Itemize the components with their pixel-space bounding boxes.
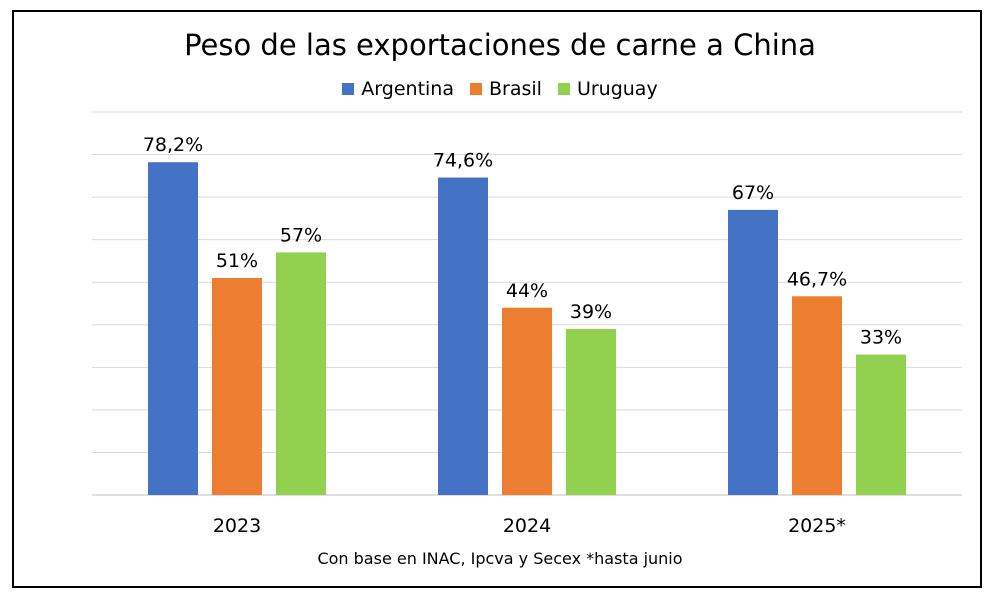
data-label-brasil-1: 44% [506,280,548,302]
legend-swatch-brasil [469,83,482,95]
bar-brasil-1 [502,307,552,495]
bar-argentina-1 [438,177,488,495]
legend-item-brasil: Brasil [469,78,542,100]
data-label-brasil-0: 51% [216,250,258,272]
data-label-uruguay-1: 39% [570,301,612,323]
legend-label-brasil: Brasil [488,78,542,100]
bar-brasil-2 [792,296,842,495]
data-label-argentina-2: 67% [732,182,774,204]
data-label-uruguay-2: 33% [860,327,902,349]
bar-uruguay-1 [566,329,616,495]
bar-brasil-0 [212,277,262,495]
legend-item-uruguay: Uruguay [557,78,658,100]
bar-argentina-2 [728,209,778,495]
data-label-uruguay-0: 57% [280,224,322,246]
legend-swatch-uruguay [557,83,570,95]
legend-label-argentina: Argentina [361,78,454,100]
chart-title: Peso de las exportaciones de carne a Chi… [184,28,816,62]
x-tick-label-2: 2025* [788,515,846,537]
data-label-argentina-1: 74,6% [433,150,493,172]
x-tick-label-1: 2024 [503,515,551,537]
legend-label-uruguay: Uruguay [576,78,658,100]
x-tick-label-0: 2023 [213,515,261,537]
chart-legend: Argentina Brasil Uruguay [0,78,1000,100]
bar-uruguay-0 [276,252,326,495]
data-label-argentina-0: 78,2% [143,134,203,156]
bar-uruguay-2 [856,354,906,495]
bar-argentina-0 [148,162,198,495]
legend-item-argentina: Argentina [342,78,454,100]
data-label-brasil-2: 46,7% [787,268,847,290]
legend-swatch-argentina [342,83,355,95]
source-note: Con base en INAC, Ipcva y Secex *hasta j… [317,549,683,568]
